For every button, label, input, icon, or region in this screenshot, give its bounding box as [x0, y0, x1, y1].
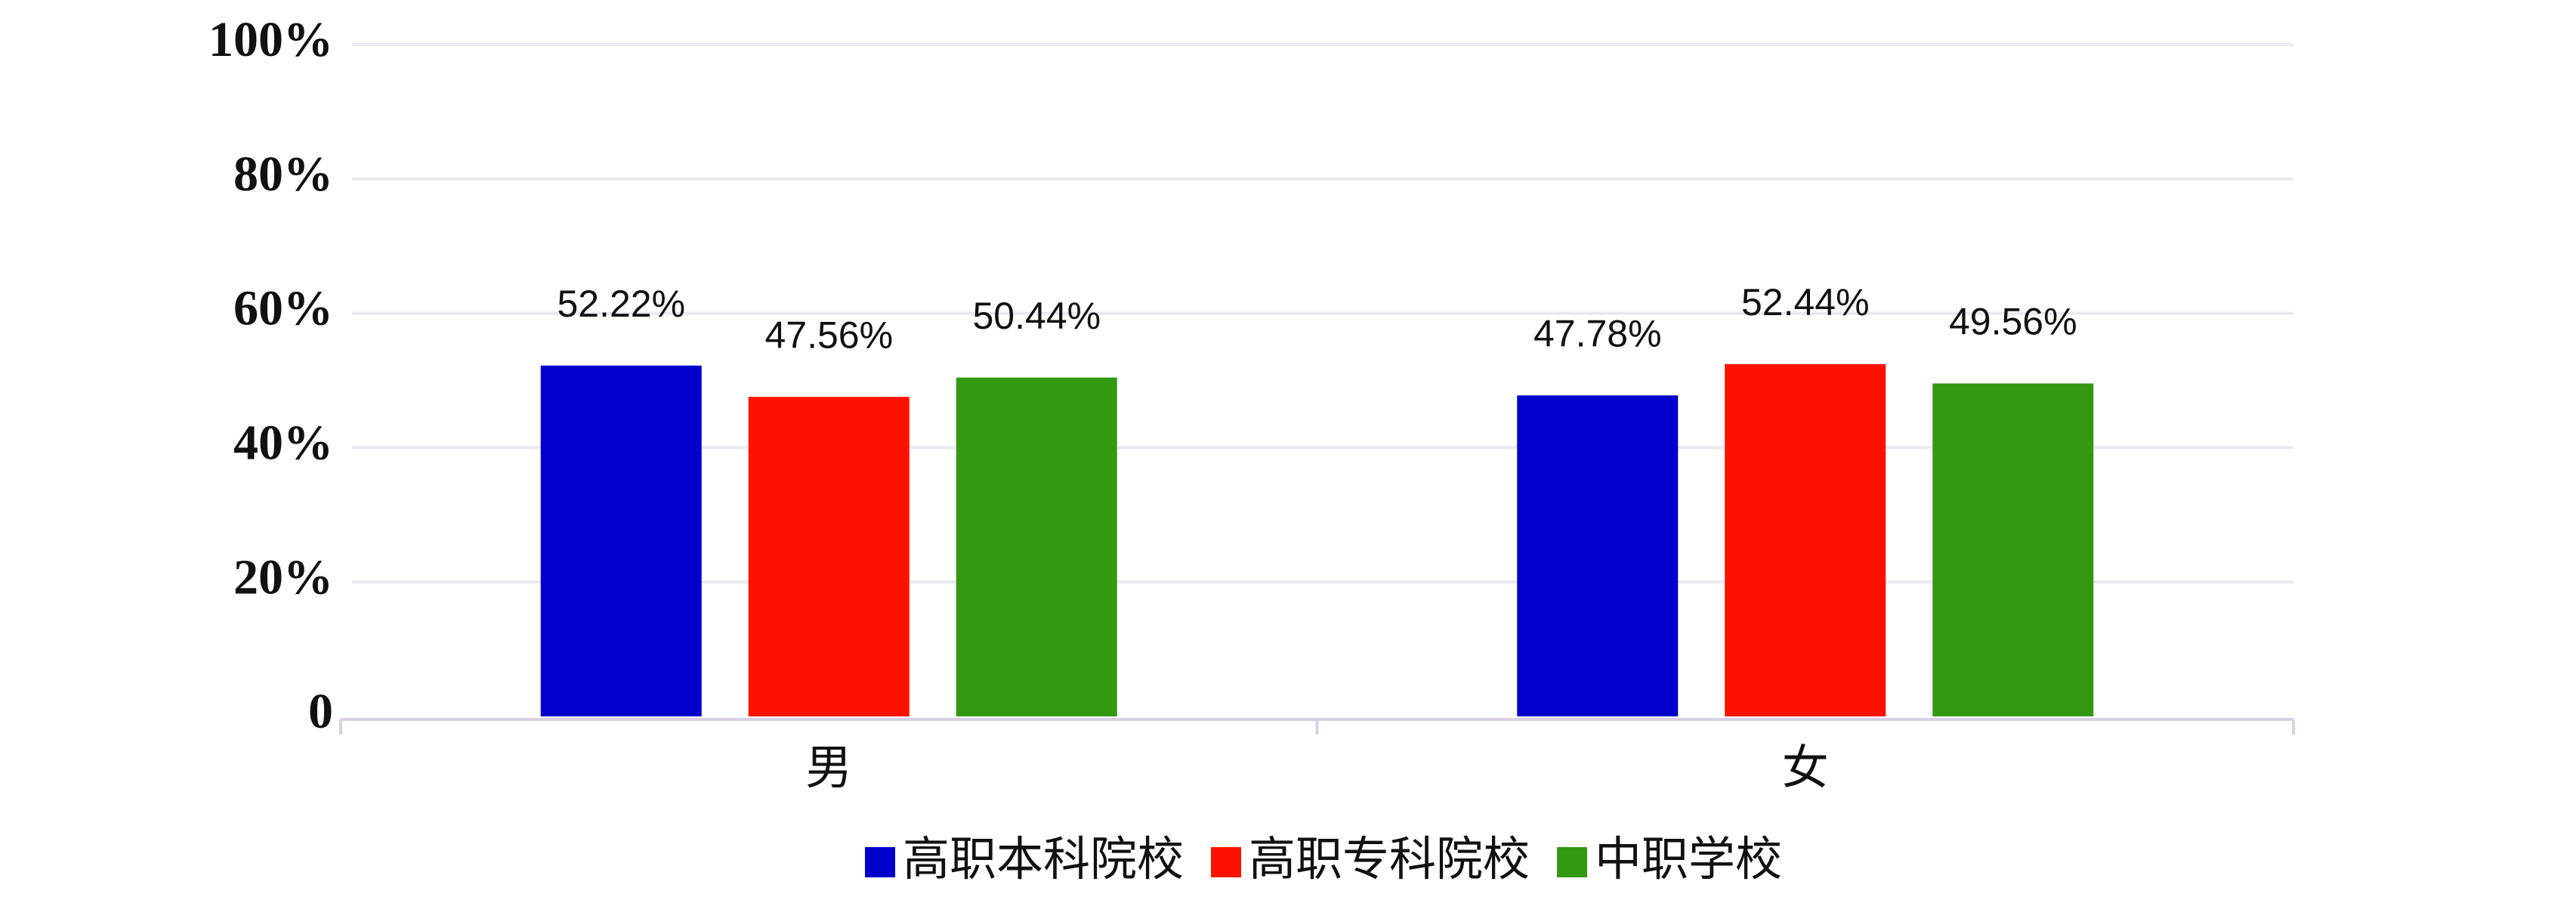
x-tick-label: 女	[1782, 740, 1829, 795]
legend-swatch	[864, 847, 895, 877]
legend-label: 中职学校	[1595, 831, 1782, 886]
value-label: 52.22%	[557, 283, 685, 325]
bar	[1725, 363, 1886, 716]
y-tick-label: 40%	[233, 416, 333, 471]
y-tick-label: 100%	[208, 12, 333, 67]
bar	[540, 365, 702, 716]
value-label: 50.44%	[972, 295, 1101, 337]
x-tick-label: 男	[805, 740, 852, 795]
y-tick-label: 60%	[233, 281, 333, 336]
value-label: 47.56%	[764, 314, 893, 356]
legend-label: 高职专科院校	[1249, 831, 1530, 886]
legend-swatch	[1557, 847, 1588, 877]
value-label: 52.44%	[1741, 281, 1870, 323]
bar	[1517, 395, 1679, 716]
y-tick-label: 20%	[233, 549, 333, 605]
value-label: 49.56%	[1949, 301, 2077, 343]
y-tick-label: 80%	[233, 147, 333, 202]
legend-label: 高职本科院校	[903, 831, 1184, 886]
bar	[1932, 383, 2094, 716]
bar	[956, 377, 1117, 716]
legend-swatch	[1210, 847, 1241, 877]
bar	[748, 397, 910, 716]
y-tick-label: 0	[308, 684, 333, 739]
value-label: 47.78%	[1534, 312, 1662, 354]
